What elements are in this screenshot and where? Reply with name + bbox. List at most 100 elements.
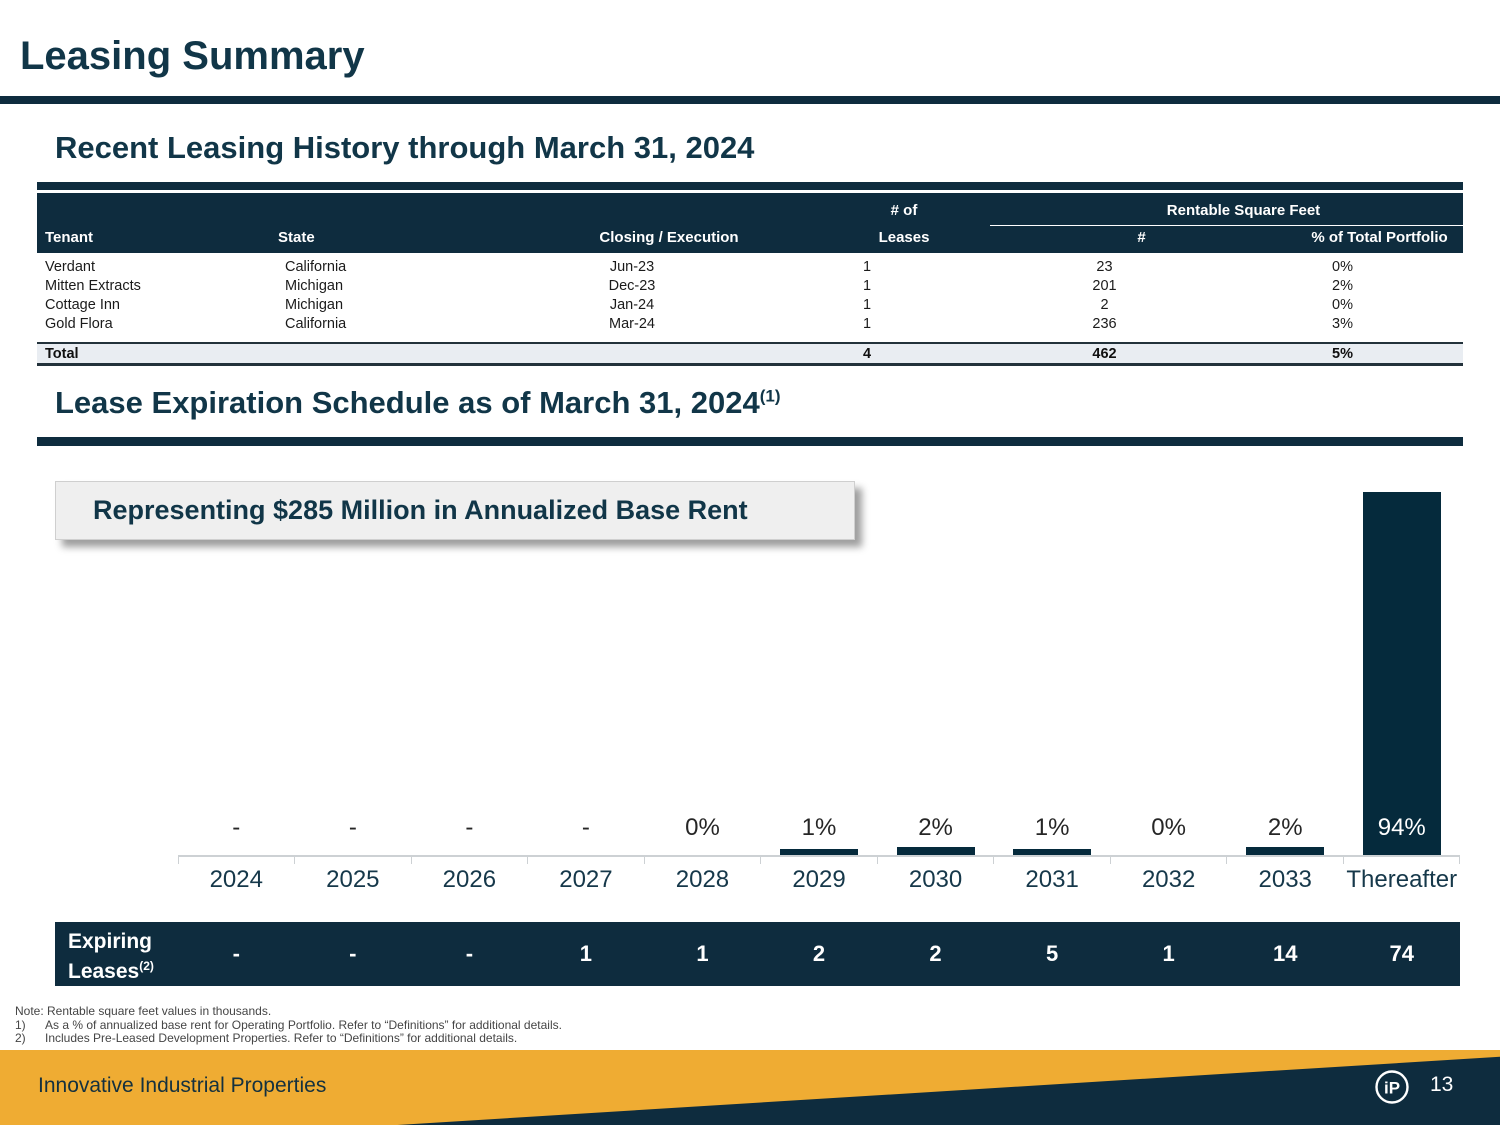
- cell-state: Michigan: [285, 277, 344, 294]
- expiring-leases-value-2026: -: [465, 941, 474, 966]
- axis-tick: [760, 857, 876, 864]
- chart-x-axis-labels: 2024 2025 2026 2027 2028 2029 2030 2031 2032 2033…: [178, 866, 1460, 894]
- cell-state: Michigan: [285, 296, 344, 313]
- expiring-leases-value-2031: 5: [1045, 941, 1059, 966]
- table-total-row: Total 4 462 5%: [37, 342, 1463, 366]
- axis-tick: [178, 857, 294, 864]
- axis-tick: [527, 857, 643, 864]
- chart-value-label-2032: 0%: [1151, 814, 1186, 841]
- expiring-leases-label: Expiring Leases(2): [68, 930, 154, 984]
- footnote-1-text: As a % of annualized base rent for Opera…: [45, 1017, 562, 1032]
- cell-rsf: 23: [1096, 258, 1113, 275]
- column-header-leases-line2: Leases: [878, 229, 930, 246]
- expiring-leases-value-2033: 14: [1272, 941, 1298, 966]
- page-number: 13: [1430, 1073, 1454, 1096]
- iip-logo: iP: [1375, 1070, 1409, 1104]
- cell-closing: Dec-23: [608, 277, 656, 294]
- cell-pct: 0%: [1332, 296, 1353, 313]
- chart-value-label-2031: 1%: [1034, 814, 1070, 841]
- footnotes: Note: Rentable square feet values in tho…: [15, 1004, 562, 1046]
- cell-pct: 0%: [1332, 258, 1353, 275]
- slide-footer: Innovative Industrial Properties: [0, 1050, 1500, 1125]
- chart-bar-2030: [896, 847, 975, 855]
- chart-value-label-2026: -: [465, 814, 474, 841]
- expiring-leases-value-2028: 1: [696, 941, 709, 966]
- lease-expiration-bar-chart: - - - - 0% 1% 2% 1% 0% 2% 94%: [178, 470, 1460, 855]
- expiring-leases-band: Expiring Leases(2) - - - 1 1 2 2 5 1 14 74: [55, 922, 1460, 986]
- expiring-leases-value-2027: 1: [579, 941, 593, 966]
- cell-rsf: 236: [1092, 315, 1117, 332]
- chart-column-2028: 0%: [644, 470, 761, 855]
- recent-leasing-table-body: Verdant California Jun-23 1 23 0% Mitten Extra…: [37, 257, 1463, 333]
- total-pct: 5%: [1332, 345, 1353, 362]
- chart-bar-2029: [780, 849, 858, 855]
- axis-tick: [294, 857, 410, 864]
- expiring-label-footnote-ref: (2): [139, 959, 154, 973]
- footnote-1-number: 1): [15, 1017, 26, 1032]
- rentable-square-feet-underline: [990, 225, 1492, 226]
- chart-column-2030: 2%: [877, 470, 994, 855]
- axis-label-2024: 2024: [209, 866, 263, 893]
- chart-column-Thereafter: 94%: [1343, 470, 1460, 855]
- lease-expiration-heading-text: Lease Expiration Schedule as of March 31…: [55, 385, 760, 420]
- expiring-leases-value-2025: -: [349, 941, 357, 966]
- lease-expiration-divider: [37, 437, 1463, 446]
- chart-column-2027: -: [528, 470, 645, 855]
- column-header-state: State: [278, 229, 315, 246]
- expiring-leases-value-Thereafter: 74: [1389, 941, 1414, 966]
- column-group-rentable-square-feet: Rentable Square Feet: [1166, 202, 1321, 219]
- cell-closing: Jan-24: [609, 296, 655, 313]
- title-divider: [0, 96, 1500, 104]
- chart-column-2029: 1%: [761, 470, 878, 855]
- chart-column-2032: 0%: [1110, 470, 1227, 855]
- cell-closing: Mar-24: [609, 315, 655, 332]
- chart-bar-Thereafter: [1362, 492, 1441, 855]
- cell-pct: 2%: [1332, 277, 1353, 294]
- expiring-leases-value-2024: -: [232, 941, 240, 966]
- axis-label-2027: 2027: [559, 866, 613, 893]
- expiring-leases-value-2029: 2: [812, 941, 826, 966]
- footnote-1: 1) As a % of annualized base rent for Op…: [15, 1017, 562, 1033]
- chart-column-2026: -: [411, 470, 528, 855]
- chart-value-label-2029: 1%: [801, 814, 837, 841]
- column-header-rsf-percent: % of Total Portfolio: [1311, 229, 1448, 246]
- footnote-note: Note: Rentable square feet values in tho…: [15, 1004, 272, 1018]
- chart-column-2031: 1%: [994, 470, 1111, 855]
- table-row: Mitten Extracts Michigan Dec-23 1 201 2%: [37, 276, 1463, 295]
- axis-tick: [410, 857, 527, 864]
- chart-value-label-Thereafter: 94%: [1377, 814, 1426, 841]
- axis-label-2031: 2031: [1025, 866, 1079, 893]
- cell-tenant: Gold Flora: [45, 315, 113, 332]
- axis-tick: [643, 857, 760, 864]
- cell-tenant: Mitten Extracts: [45, 277, 141, 294]
- axis-tick: [876, 857, 993, 864]
- total-rsf: 462: [1092, 345, 1117, 362]
- iip-logo-text: iP: [1384, 1079, 1400, 1098]
- axis-label-2029: 2029: [792, 866, 846, 893]
- cell-leases: 1: [862, 315, 872, 332]
- table-row: Verdant California Jun-23 1 23 0%: [37, 257, 1463, 276]
- cell-leases: 1: [862, 258, 872, 275]
- chart-bar-2033: [1246, 847, 1325, 855]
- axis-label-2033: 2033: [1258, 866, 1312, 893]
- column-header-rsf-number: #: [1137, 229, 1146, 246]
- cell-rsf: 2: [1100, 296, 1109, 313]
- section-heading-recent-leasing: Recent Leasing History through March 31,…: [55, 130, 755, 165]
- axis-tick: [1226, 857, 1342, 864]
- cell-tenant: Cottage Inn: [45, 296, 120, 313]
- chart-value-label-2030: 2%: [918, 814, 953, 841]
- cell-leases: 1: [862, 296, 872, 313]
- axis-tick: [1109, 857, 1226, 864]
- axis-tick: [1342, 857, 1459, 864]
- section-heading-lease-expiration: Lease Expiration Schedule as of March 31…: [55, 385, 780, 421]
- chart-bar-2031: [1013, 849, 1092, 855]
- cell-state: California: [285, 258, 347, 275]
- cell-tenant: Verdant: [45, 258, 95, 275]
- chart-column-2024: -: [178, 470, 295, 855]
- chart-value-label-2027: -: [581, 814, 590, 841]
- recent-leasing-table-header: Tenant State Closing / Execution # of Le…: [37, 193, 1492, 253]
- axis-label-2030: 2030: [908, 866, 963, 893]
- cell-state: California: [285, 315, 347, 332]
- table-row: Gold Flora California Mar-24 1 236 3%: [37, 314, 1463, 333]
